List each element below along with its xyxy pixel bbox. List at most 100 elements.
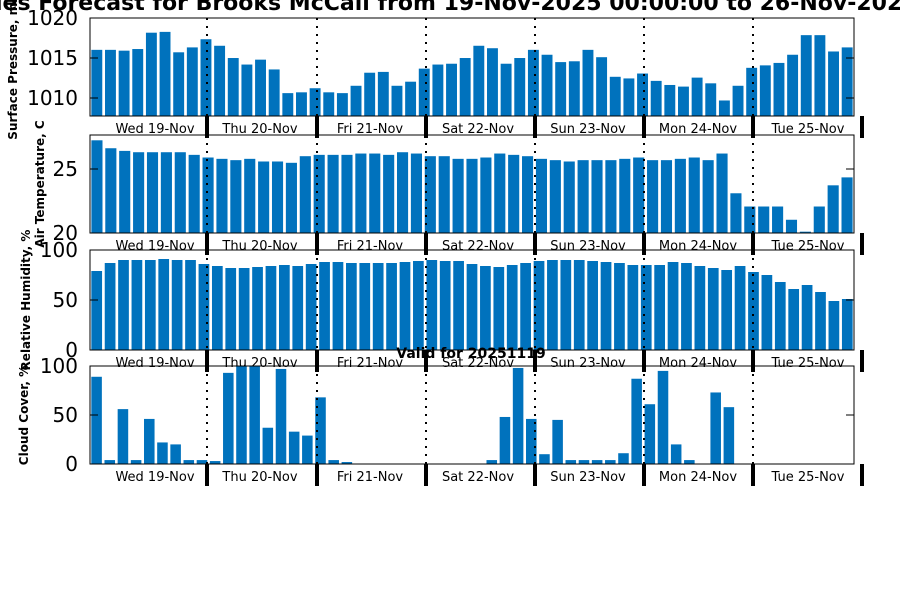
pressure-bar xyxy=(678,86,689,116)
pressure-bars xyxy=(91,31,853,117)
temperature-bar xyxy=(313,154,325,233)
pressure-bar xyxy=(732,85,744,116)
humidity-bar xyxy=(667,262,679,350)
cloud-bar xyxy=(170,444,181,464)
humidity-bar xyxy=(413,261,424,350)
pressure-bar xyxy=(527,49,539,116)
pressure-bar xyxy=(145,32,157,117)
humidity-bar xyxy=(386,263,397,350)
humidity-bar xyxy=(828,301,840,350)
cloud-bar xyxy=(644,404,656,464)
temperature-bar xyxy=(244,158,256,233)
temperature-ylabel: Air Temperature, C xyxy=(33,120,47,248)
humidity-bar xyxy=(426,260,438,350)
humidity-bar xyxy=(278,265,290,350)
pressure-xtick-tue: Tue 25-Nov xyxy=(771,122,845,137)
humidity-bar xyxy=(681,263,692,350)
pressure-xtick-sat: Sat 22-Nov xyxy=(442,122,514,137)
temperature-bars xyxy=(91,140,853,233)
pressure-bar xyxy=(132,49,144,116)
cloud-bar xyxy=(512,367,524,464)
cloud-bar xyxy=(223,372,234,464)
temperature-bar xyxy=(841,177,853,233)
temperature-bar xyxy=(494,153,506,233)
pressure-ytick-1020: 1020 xyxy=(27,6,78,30)
humidity-bar xyxy=(640,265,652,350)
cloud-bar xyxy=(552,419,563,464)
cloud-bar xyxy=(91,376,102,464)
cloud-bar xyxy=(631,378,642,464)
pressure-bar xyxy=(609,76,621,116)
pressure-bar xyxy=(350,85,362,116)
pressure-bar xyxy=(200,39,212,117)
pressure-bar xyxy=(555,62,567,116)
cloud-x-ticks: Wed 19-Nov Thu 20-Nov Fri 21-Nov Sat 22-… xyxy=(115,470,844,485)
pressure-bar xyxy=(309,88,321,116)
temperature-bar xyxy=(438,156,450,233)
humidity-bar xyxy=(265,266,277,350)
cloud-bar xyxy=(618,453,629,464)
cloud-bar xyxy=(657,370,669,464)
cloud-xtick-fri: Fri 21-Nov xyxy=(337,470,404,485)
temperature-bar xyxy=(188,154,200,233)
humidity-ytick-50: 50 xyxy=(53,288,78,312)
humidity-bar xyxy=(144,260,156,350)
temperature-bar xyxy=(230,160,242,233)
humidity-bar xyxy=(654,265,666,350)
pressure-axes-frame xyxy=(89,17,855,117)
humidity-xtick-mon: Mon 24-Nov xyxy=(659,356,737,371)
pressure-bar xyxy=(541,54,553,116)
temperature-xtick-fri: Fri 21-Nov xyxy=(337,239,404,254)
cloud-bar xyxy=(117,409,129,464)
cloud-bars xyxy=(91,366,735,464)
cloud-bar xyxy=(275,368,287,464)
pressure-bar xyxy=(91,49,103,116)
cloud-bar xyxy=(499,416,511,464)
temperature-ytick-20: 20 xyxy=(53,221,78,245)
temperature-bar xyxy=(355,153,367,233)
humidity-bar xyxy=(573,260,585,350)
temperature-bar xyxy=(577,160,589,233)
humidity-bar xyxy=(774,282,786,350)
figure-subtitle: Valid for 20251119 xyxy=(396,346,545,362)
temperature-bar xyxy=(119,150,131,233)
cloud-xtick-thu: Thu 20-Nov xyxy=(221,470,297,485)
temperature-bar xyxy=(91,140,103,233)
humidity-bar xyxy=(319,262,330,350)
temperature-x-ticks: Wed 19-Nov Thu 20-Nov Fri 21-Nov Sat 22-… xyxy=(115,239,844,254)
humidity-bar xyxy=(211,266,223,350)
cloud-bar xyxy=(288,431,300,464)
humidity-bar xyxy=(332,262,344,350)
humidity-bar xyxy=(238,268,250,350)
temperature-bar xyxy=(410,153,422,233)
pressure-day-ticks xyxy=(205,116,864,138)
temperature-bar xyxy=(258,161,270,233)
pressure-bar xyxy=(391,85,403,116)
temperature-bar xyxy=(772,206,784,233)
pressure-xtick-fri: Fri 21-Nov xyxy=(337,122,404,137)
cloud-bar xyxy=(236,366,247,464)
cloud-bar xyxy=(130,460,142,464)
temperature-bar xyxy=(480,157,492,233)
humidity-bar xyxy=(520,263,531,350)
pressure-bar xyxy=(118,50,130,116)
cloud-bar xyxy=(578,460,590,464)
temperature-bar xyxy=(702,160,714,233)
temperature-axes-frame xyxy=(89,134,855,234)
temperature-bar xyxy=(174,152,186,233)
temperature-xtick-sun: Sun 23-Nov xyxy=(550,239,626,254)
humidity-bar xyxy=(104,263,116,350)
humidity-bar xyxy=(788,289,800,350)
pressure-bar xyxy=(241,64,253,116)
temperature-bar xyxy=(660,160,673,233)
temperature-bar xyxy=(327,154,339,233)
temperature-bar xyxy=(716,153,728,233)
pressure-bar xyxy=(296,92,307,116)
pressure-bar xyxy=(336,93,348,116)
humidity-bar xyxy=(801,285,813,350)
pressure-bar xyxy=(500,63,512,116)
humidity-bar xyxy=(600,262,612,350)
pressure-bar xyxy=(377,71,389,116)
humidity-bar xyxy=(359,263,371,350)
humidity-bar xyxy=(399,262,411,350)
